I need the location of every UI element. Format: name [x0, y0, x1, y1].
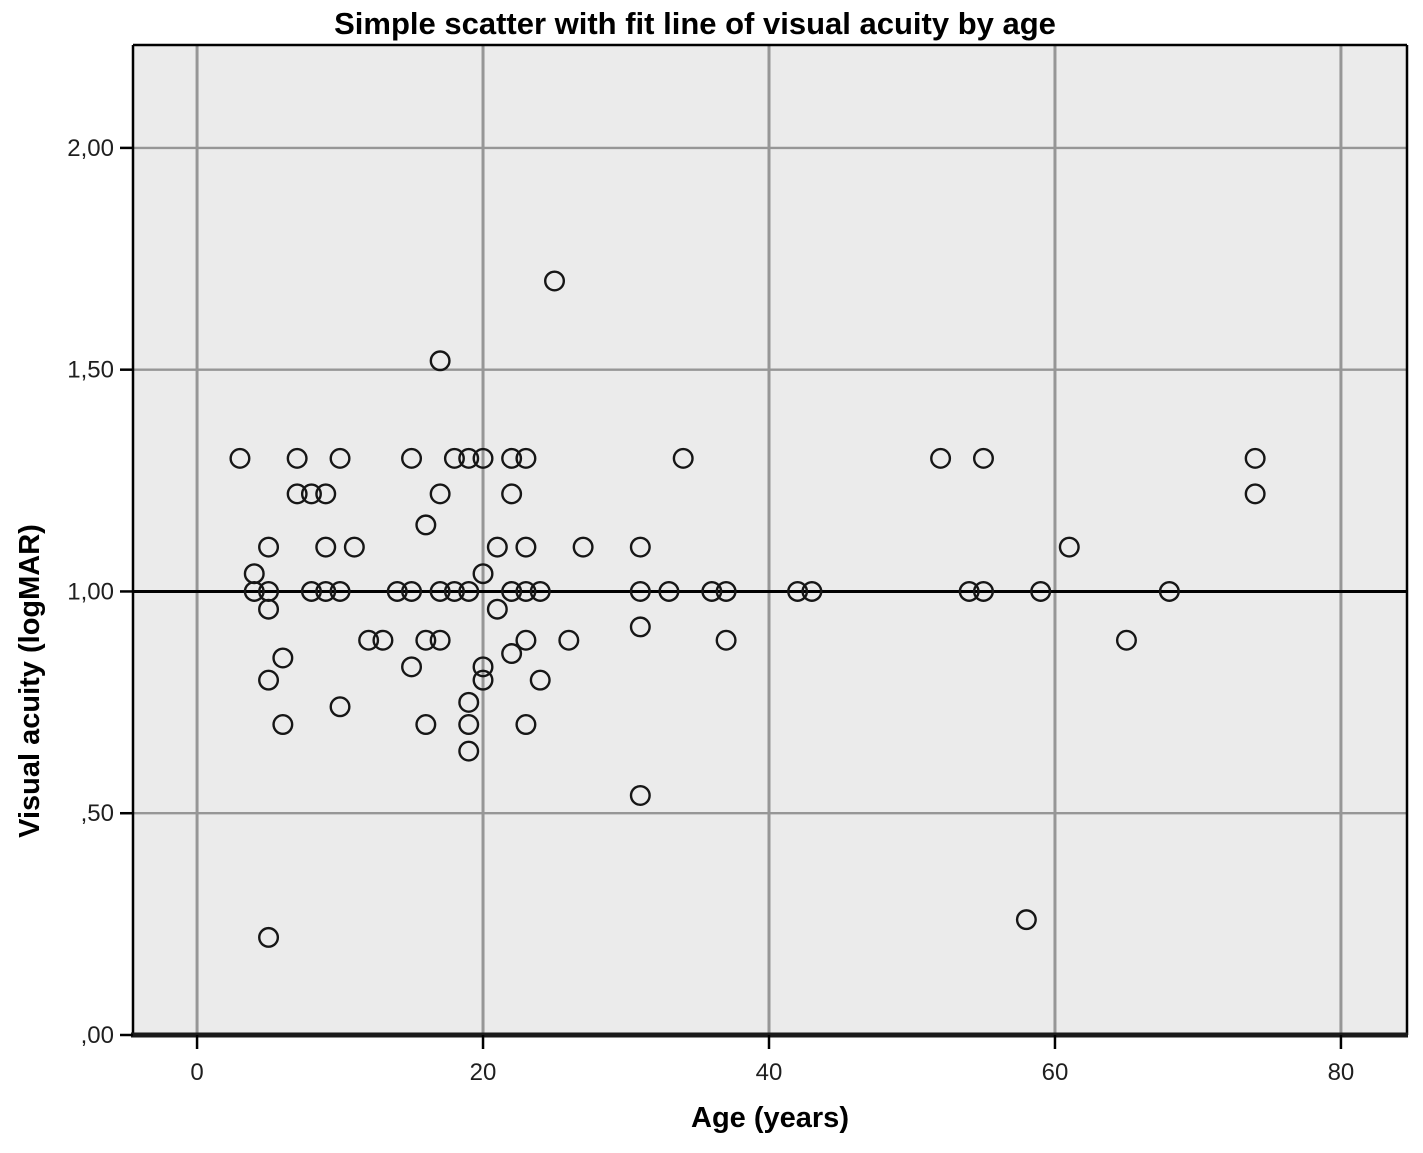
data-point	[515, 447, 537, 469]
data-point	[572, 536, 594, 558]
x-tick-label: 40	[756, 1059, 783, 1086]
data-point	[401, 580, 423, 602]
data-point	[458, 714, 480, 736]
x-tick-label: 0	[190, 1059, 203, 1086]
data-point	[486, 536, 508, 558]
y-tick-label: 2,00	[67, 135, 114, 162]
data-point	[972, 447, 994, 469]
data-point	[801, 580, 823, 602]
data-point	[629, 580, 651, 602]
data-point	[515, 580, 537, 602]
data-point	[787, 580, 809, 602]
data-point	[529, 669, 551, 691]
data-point	[629, 784, 651, 806]
data-point	[386, 580, 408, 602]
data-point	[472, 669, 494, 691]
data-point	[458, 580, 480, 602]
data-point	[258, 669, 280, 691]
data-point	[329, 580, 351, 602]
x-tick-label: 80	[1328, 1059, 1355, 1086]
data-point	[258, 598, 280, 620]
data-point	[672, 447, 694, 469]
data-point	[286, 447, 308, 469]
data-point	[358, 629, 380, 651]
data-point	[243, 580, 265, 602]
data-point	[1244, 447, 1266, 469]
data-point	[401, 656, 423, 678]
chart-title: Simple scatter with fit line of visual a…	[334, 6, 1056, 41]
data-point	[658, 580, 680, 602]
data-point	[1015, 909, 1037, 931]
data-point	[329, 696, 351, 718]
data-point	[415, 629, 437, 651]
data-point	[315, 483, 337, 505]
data-point	[629, 616, 651, 638]
data-point	[472, 563, 494, 585]
data-point	[315, 580, 337, 602]
data-point	[629, 536, 651, 558]
data-point	[958, 580, 980, 602]
data-point	[429, 580, 451, 602]
y-tick-label: 1,00	[67, 578, 114, 605]
data-point	[1058, 536, 1080, 558]
data-point	[472, 447, 494, 469]
y-tick-label: 1,50	[67, 357, 114, 384]
data-point	[443, 580, 465, 602]
data-point	[930, 447, 952, 469]
data-point	[472, 656, 494, 678]
data-point	[329, 447, 351, 469]
data-point	[701, 580, 723, 602]
data-point	[300, 483, 322, 505]
data-point	[258, 926, 280, 948]
data-point	[401, 447, 423, 469]
data-point	[415, 714, 437, 736]
data-point	[458, 691, 480, 713]
data-point	[343, 536, 365, 558]
data-point	[515, 536, 537, 558]
x-tick-label: 20	[470, 1059, 497, 1086]
data-point	[1158, 580, 1180, 602]
data-point	[286, 483, 308, 505]
x-tick-label: 60	[1042, 1059, 1069, 1086]
data-point	[544, 270, 566, 292]
data-point	[515, 714, 537, 736]
data-point	[501, 483, 523, 505]
data-point	[515, 629, 537, 651]
data-point	[1115, 629, 1137, 651]
data-point	[458, 447, 480, 469]
data-point	[258, 536, 280, 558]
data-point	[1244, 483, 1266, 505]
data-point	[529, 580, 551, 602]
data-point	[501, 643, 523, 665]
data-point	[415, 514, 437, 536]
data-point	[315, 536, 337, 558]
data-point	[429, 483, 451, 505]
y-tick-label: ,00	[81, 1022, 114, 1049]
data-point	[229, 447, 251, 469]
y-tick-label: ,50	[81, 800, 114, 827]
data-point	[501, 580, 523, 602]
data-point	[372, 629, 394, 651]
data-point	[486, 598, 508, 620]
data-point	[300, 580, 322, 602]
data-point	[501, 447, 523, 469]
data-point	[272, 647, 294, 669]
data-point	[715, 580, 737, 602]
data-point	[558, 629, 580, 651]
data-point	[1030, 580, 1052, 602]
data-point	[972, 580, 994, 602]
x-axis-title: Age (years)	[691, 1102, 849, 1134]
data-point	[429, 629, 451, 651]
data-point	[715, 629, 737, 651]
data-point	[272, 714, 294, 736]
data-point	[458, 740, 480, 762]
data-point	[443, 447, 465, 469]
data-point	[429, 350, 451, 372]
